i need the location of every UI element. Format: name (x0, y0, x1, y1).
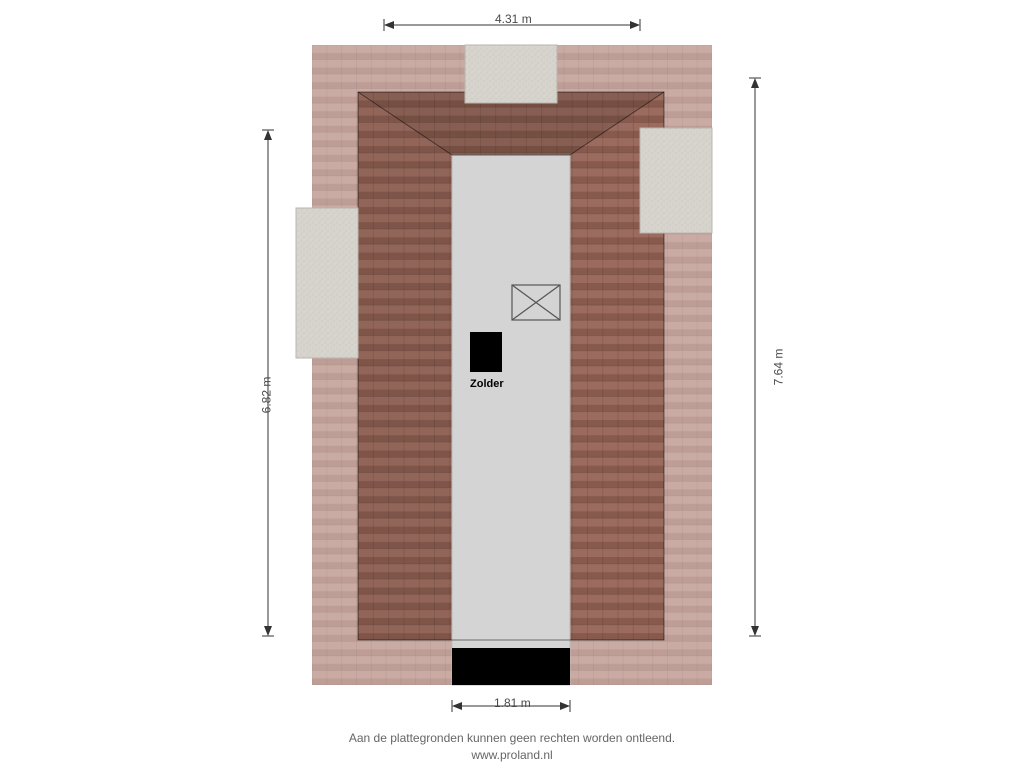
room-label-zolder: Zolder (470, 378, 504, 390)
footer-line2: www.proland.nl (0, 747, 1024, 764)
dim-bottom-label: 1.81 m (494, 696, 531, 710)
footer-line1: Aan de plattegronden kunnen geen rechten… (0, 730, 1024, 747)
dim-left-label: 6.82 m (259, 377, 273, 414)
dim-right-label: 7.64 m (771, 349, 785, 386)
floorplan-svg (0, 0, 1024, 768)
floorplan-stage: 4.31 m 1.81 m 7.64 m 6.82 m Zolder Aan d… (0, 0, 1024, 768)
dim-top-label: 4.31 m (495, 12, 532, 26)
footer: Aan de plattegronden kunnen geen rechten… (0, 730, 1024, 764)
